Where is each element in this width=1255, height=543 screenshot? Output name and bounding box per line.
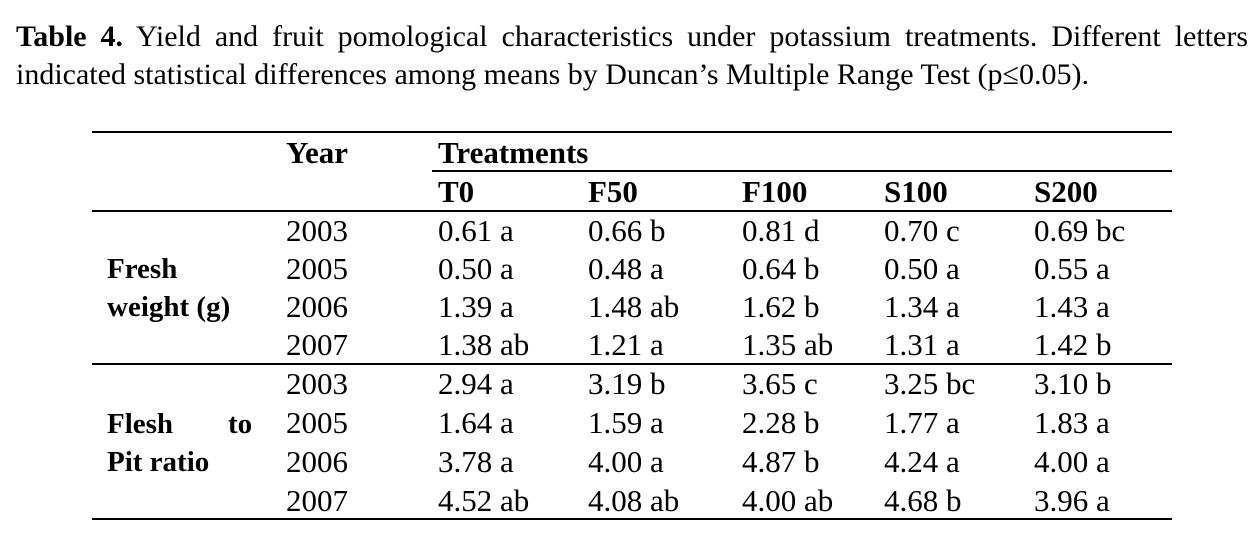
group-label-fresh-weight-line1: Fresh [107, 253, 178, 285]
year-cell: 2003 [286, 366, 348, 401]
value-cell: 1.77 a [884, 405, 960, 440]
value-cell: 0.64 b [742, 251, 820, 286]
bottom-rule [92, 518, 1172, 520]
value-cell: 0.48 a [588, 251, 664, 286]
value-cell: 1.64 a [438, 405, 514, 440]
value-cell: 3.25 bc [884, 366, 976, 401]
group-label-fresh-weight-line2: weight (g) [107, 291, 231, 323]
treatments-rule [432, 170, 1172, 172]
table-caption: Table 4. Yield and fruit pomological cha… [16, 18, 1248, 93]
year-cell: 2007 [286, 327, 348, 362]
year-cell: 2005 [286, 251, 348, 286]
value-cell: 2.28 b [742, 405, 820, 440]
value-cell: 0.70 c [884, 213, 960, 248]
value-cell: 4.08 ab [588, 483, 680, 518]
value-cell: 4.87 b [742, 444, 820, 479]
value-cell: 1.35 ab [742, 327, 834, 362]
treatment-header-s200: S200 [1034, 174, 1098, 209]
value-cell: 1.48 ab [588, 289, 680, 324]
value-cell: 0.81 d [742, 213, 820, 248]
value-cell: 1.59 a [588, 405, 664, 440]
value-cell: 1.43 a [1034, 289, 1110, 324]
value-cell: 4.00 a [588, 444, 664, 479]
year-header: Year [286, 135, 348, 170]
value-cell: 0.50 a [438, 251, 514, 286]
value-cell: 2.94 a [438, 366, 514, 401]
treatment-header-f100: F100 [742, 174, 808, 209]
value-cell: 4.68 b [884, 483, 962, 518]
header-bottom-rule [92, 210, 1172, 212]
year-cell: 2006 [286, 289, 348, 324]
value-cell: 1.21 a [588, 327, 664, 362]
value-cell: 1.31 a [884, 327, 960, 362]
year-cell: 2006 [286, 444, 348, 479]
value-cell: 1.83 a [1034, 405, 1110, 440]
value-cell: 3.10 b [1034, 366, 1112, 401]
year-cell: 2007 [286, 483, 348, 518]
top-rule [92, 131, 1172, 133]
value-cell: 3.96 a [1034, 483, 1110, 518]
value-cell: 1.42 b [1034, 327, 1112, 362]
value-cell: 1.39 a [438, 289, 514, 324]
treatment-header-t0: T0 [438, 174, 475, 209]
treatment-header-f50: F50 [588, 174, 638, 209]
value-cell: 1.34 a [884, 289, 960, 324]
caption-label: Table 4. [16, 20, 124, 53]
value-cell: 1.62 b [742, 289, 820, 324]
group-label-flesh-pit-line1b: to [228, 408, 253, 440]
treatment-header-s100: S100 [884, 174, 948, 209]
value-cell: 4.52 ab [438, 483, 530, 518]
year-cell: 2005 [286, 405, 348, 440]
value-cell: 3.19 b [588, 366, 666, 401]
value-cell: 4.00 a [1034, 444, 1110, 479]
value-cell: 0.50 a [884, 251, 960, 286]
value-cell: 3.78 a [438, 444, 514, 479]
group-separator-rule [92, 363, 1172, 365]
treatments-header: Treatments [438, 135, 589, 170]
caption-text: Yield and fruit pomological characterist… [16, 20, 1248, 91]
value-cell: 0.66 b [588, 213, 666, 248]
value-cell: 1.38 ab [438, 327, 530, 362]
group-label-flesh-pit-line1a: Flesh [107, 408, 174, 440]
value-cell: 3.65 c [742, 366, 818, 401]
year-cell: 2003 [286, 213, 348, 248]
group-label-flesh-pit-line2: Pit ratio [107, 446, 210, 478]
value-cell: 0.61 a [438, 213, 514, 248]
value-cell: 4.00 ab [742, 483, 834, 518]
value-cell: 0.55 a [1034, 251, 1110, 286]
value-cell: 4.24 a [884, 444, 960, 479]
value-cell: 0.69 bc [1034, 213, 1126, 248]
